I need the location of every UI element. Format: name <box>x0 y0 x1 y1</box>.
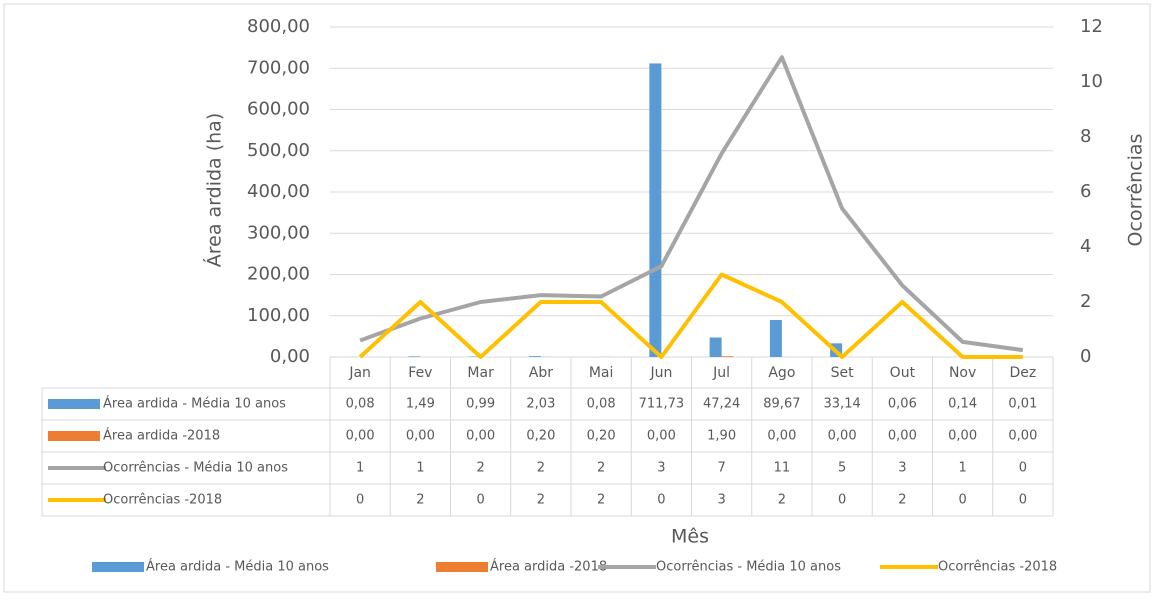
x-axis-title: Mês <box>671 526 709 548</box>
legend-key <box>48 399 100 409</box>
x-tick-label: Ago <box>768 365 795 381</box>
x-tick-label: Abr <box>529 365 553 381</box>
bar <box>649 63 661 357</box>
y2-tick-label: 2 <box>1080 291 1091 312</box>
table-cell: 0,20 <box>526 429 555 444</box>
table-cell: 7 <box>717 461 725 476</box>
legend-label: Ocorrências -2018 <box>938 560 1057 575</box>
table-cell: 47,24 <box>703 397 740 412</box>
table-cell: 3 <box>657 461 665 476</box>
legend-label: Área ardida -2018 <box>490 559 607 575</box>
table-cell: 0,06 <box>888 397 917 412</box>
table-cell: 0,01 <box>1008 397 1037 412</box>
y2-tick-label: 10 <box>1080 71 1103 92</box>
table-cell: 2 <box>416 493 424 508</box>
table-cell: 33,14 <box>824 397 861 412</box>
table-cell: 0,08 <box>587 397 616 412</box>
table-cell: 0,00 <box>406 429 435 444</box>
table-cell: 2,03 <box>526 397 555 412</box>
table-cell: 0 <box>1019 493 1027 508</box>
x-tick-label: Nov <box>949 365 976 381</box>
y2-tick-label: 0 <box>1080 346 1091 367</box>
table-cell: 0,00 <box>466 429 495 444</box>
table-cell: 0,00 <box>767 429 796 444</box>
table-cell: 2 <box>778 493 786 508</box>
bar <box>722 356 734 357</box>
table-cell: 0 <box>476 493 484 508</box>
table-cell: 0,99 <box>466 397 495 412</box>
legend-key <box>92 562 144 572</box>
table-cell: 0 <box>657 493 665 508</box>
table-cell: 711,73 <box>639 397 685 412</box>
y-axis-title: Área ardida (ha) <box>203 113 226 267</box>
x-tick-label: Jan <box>348 365 371 381</box>
table-cell: 1,90 <box>707 429 736 444</box>
legend-label: Área ardida -2018 <box>103 428 220 444</box>
table-cell: 11 <box>774 461 791 476</box>
legend-label: Ocorrências - Média 10 anos <box>103 461 288 476</box>
table-cell: 0,00 <box>346 429 375 444</box>
legend-label: Ocorrências -2018 <box>103 493 222 508</box>
table-cell: 5 <box>838 461 846 476</box>
table-cell: 0,14 <box>948 397 977 412</box>
y-tick-label: 0,00 <box>270 346 310 367</box>
y2-tick-label: 6 <box>1080 181 1091 202</box>
bar <box>770 320 782 357</box>
bar <box>408 356 420 357</box>
table-cell: 2 <box>898 493 906 508</box>
table-cell: 0,00 <box>647 429 676 444</box>
table-cell: 2 <box>537 493 545 508</box>
legend-label: Área ardida - Média 10 anos <box>103 396 286 412</box>
x-tick-label: Fev <box>408 365 432 381</box>
table-cell: 2 <box>597 493 605 508</box>
y-tick-label: 800,00 <box>247 16 310 37</box>
y-tick-label: 200,00 <box>247 264 310 285</box>
x-tick-label: Set <box>831 365 855 381</box>
y-tick-label: 300,00 <box>247 222 310 243</box>
table-cell: 0 <box>958 493 966 508</box>
legend-key <box>48 431 100 441</box>
table-cell: 0 <box>838 493 846 508</box>
table-cell: 0,20 <box>587 429 616 444</box>
y-tick-label: 600,00 <box>247 99 310 120</box>
table-cell: 1,49 <box>406 397 435 412</box>
y-tick-label: 500,00 <box>247 140 310 161</box>
y2-axis-title: Ocorrências <box>1125 134 1147 247</box>
table-cell: 1 <box>416 461 424 476</box>
table-cell: 3 <box>717 493 725 508</box>
bar <box>710 338 722 357</box>
table-cell: 1 <box>356 461 364 476</box>
table-cell: 2 <box>476 461 484 476</box>
x-tick-label: Mar <box>467 365 494 381</box>
table-cell: 0 <box>1019 461 1027 476</box>
legend-label: Ocorrências - Média 10 anos <box>656 560 841 575</box>
table-cell: 2 <box>597 461 605 476</box>
y-tick-label: 100,00 <box>247 305 310 326</box>
y2-tick-label: 12 <box>1080 16 1103 37</box>
x-tick-label: Dez <box>1010 365 1037 381</box>
table-cell: 0,00 <box>828 429 857 444</box>
legend-label: Área ardida - Média 10 anos <box>146 559 329 575</box>
x-tick-label: Jul <box>712 365 730 381</box>
y2-tick-label: 4 <box>1080 236 1091 257</box>
x-tick-label: Mai <box>589 365 614 381</box>
table-cell: 1 <box>958 461 966 476</box>
table-cell: 0,00 <box>948 429 977 444</box>
legend-key <box>436 562 488 572</box>
y2-tick-label: 8 <box>1080 126 1091 147</box>
table-cell: 0 <box>356 493 364 508</box>
bar <box>529 356 541 357</box>
table-cell: 89,67 <box>763 397 800 412</box>
x-tick-label: Out <box>890 365 916 381</box>
table-cell: 0,00 <box>888 429 917 444</box>
x-tick-label: Jun <box>649 365 672 381</box>
table-cell: 2 <box>537 461 545 476</box>
y-tick-label: 400,00 <box>247 181 310 202</box>
table-cell: 0,00 <box>1008 429 1037 444</box>
table-cell: 0,08 <box>346 397 375 412</box>
y-tick-label: 700,00 <box>247 57 310 78</box>
table-cell: 3 <box>898 461 906 476</box>
